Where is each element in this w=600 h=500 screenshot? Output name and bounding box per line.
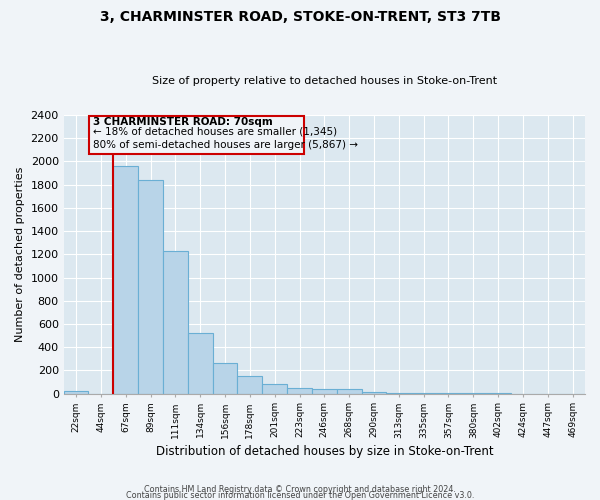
Text: 80% of semi-detached houses are larger (5,867) →: 80% of semi-detached houses are larger (… [93,140,358,150]
Bar [188,333,212,394]
Title: Size of property relative to detached houses in Stoke-on-Trent: Size of property relative to detached ho… [152,76,497,86]
Bar [362,392,386,394]
Text: ← 18% of detached houses are smaller (1,345): ← 18% of detached houses are smaller (1,… [93,127,337,137]
FancyBboxPatch shape [89,116,304,154]
Y-axis label: Number of detached properties: Number of detached properties [15,166,25,342]
Text: Contains HM Land Registry data © Crown copyright and database right 2024.: Contains HM Land Registry data © Crown c… [144,484,456,494]
Bar [138,180,163,394]
Bar [262,384,287,394]
Bar [113,166,138,394]
Text: 3 CHARMINSTER ROAD: 70sqm: 3 CHARMINSTER ROAD: 70sqm [93,117,272,127]
Bar [287,388,312,394]
Bar [64,390,88,394]
Bar [163,251,188,394]
X-axis label: Distribution of detached houses by size in Stoke-on-Trent: Distribution of detached houses by size … [155,444,493,458]
Bar [312,388,337,394]
Bar [238,376,262,394]
Bar [337,390,362,394]
Text: 3, CHARMINSTER ROAD, STOKE-ON-TRENT, ST3 7TB: 3, CHARMINSTER ROAD, STOKE-ON-TRENT, ST3… [100,10,500,24]
Text: Contains public sector information licensed under the Open Government Licence v3: Contains public sector information licen… [126,490,474,500]
Bar [386,393,411,394]
Bar [212,363,238,394]
